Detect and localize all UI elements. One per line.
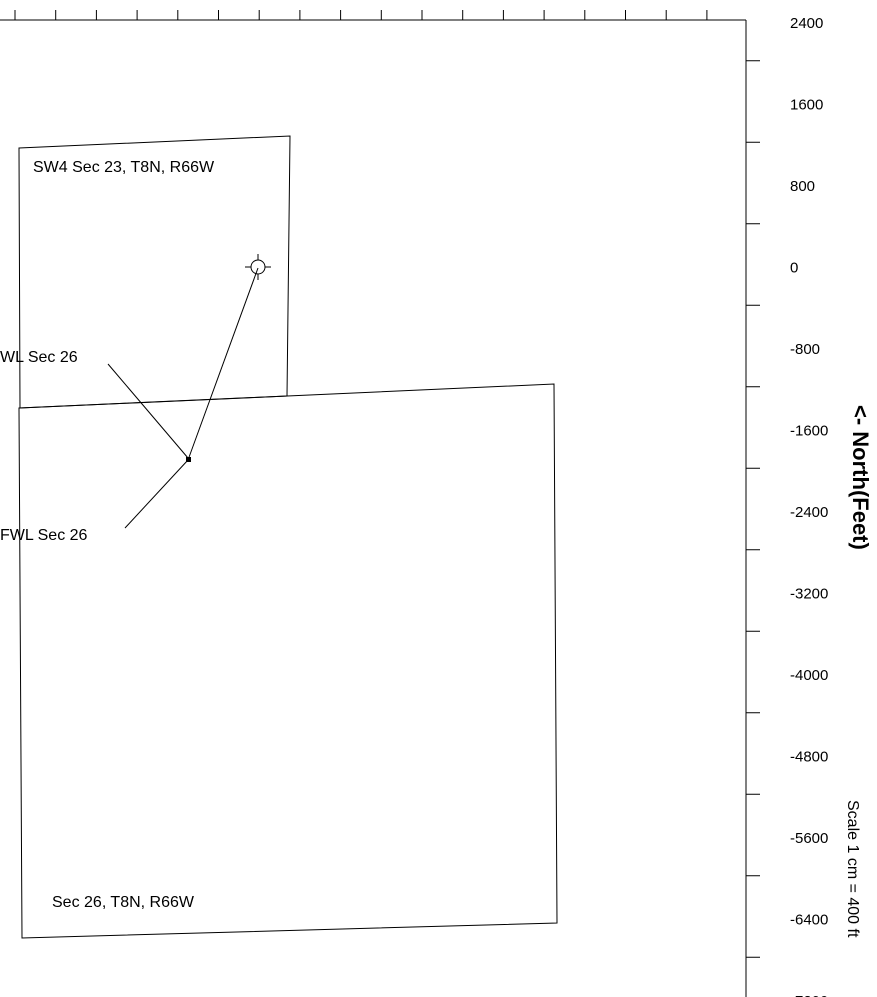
section-sw4-sec-23-outline [18, 135, 291, 409]
target-circle-icon [245, 254, 271, 280]
axis-tick-label: -2400 [790, 504, 828, 521]
north-axis-ticks [746, 60, 760, 958]
axis-tick-label: -1600 [790, 423, 828, 440]
axis-tick-label: 2400 [790, 15, 823, 32]
top-border [0, 10, 746, 21]
axis-tick-label: -3200 [790, 586, 828, 603]
scale-note: Scale 1 cm = 400 ft [844, 800, 861, 938]
well-path [187, 267, 259, 461]
axis-tick-label: 0 [790, 260, 798, 277]
square-marker-icon [186, 457, 191, 462]
axis-tick-label: 800 [790, 178, 815, 195]
axis-tick-label: -6400 [790, 912, 828, 929]
section-sec-26-outline [18, 383, 558, 939]
axis-tick-label: -4800 [790, 749, 828, 766]
north-axis-tick-labels: 2400 1600 800 0 -800 -1600 -2400 -3200 -4000 -480… [790, 15, 828, 997]
callout-label-fwl-sec-26: FWL Sec 26 [0, 527, 88, 544]
leader-line-fwl [124, 459, 189, 529]
section-label-sw4-sec-23: SW4 Sec 23, T8N, R66W [33, 159, 215, 176]
axis-tick-label: -5600 [790, 830, 828, 847]
axis-tick-label: 1600 [790, 97, 823, 114]
leader-line-wl [107, 363, 189, 459]
section-label-sec-26: Sec 26, T8N, R66W [52, 894, 195, 911]
axis-tick-label: -7200 [790, 993, 828, 997]
axis-tick-label: -800 [790, 341, 820, 358]
axis-title: <- North(Feet) [848, 405, 873, 550]
north-axis: 2400 1600 800 0 -800 -1600 -2400 -3200 -4000 -480… [745, 15, 873, 997]
axis-tick-label: -4000 [790, 667, 828, 684]
callout-label-wl-sec-26: WL Sec 26 [0, 349, 78, 366]
top-tick-marks [14, 10, 708, 20]
